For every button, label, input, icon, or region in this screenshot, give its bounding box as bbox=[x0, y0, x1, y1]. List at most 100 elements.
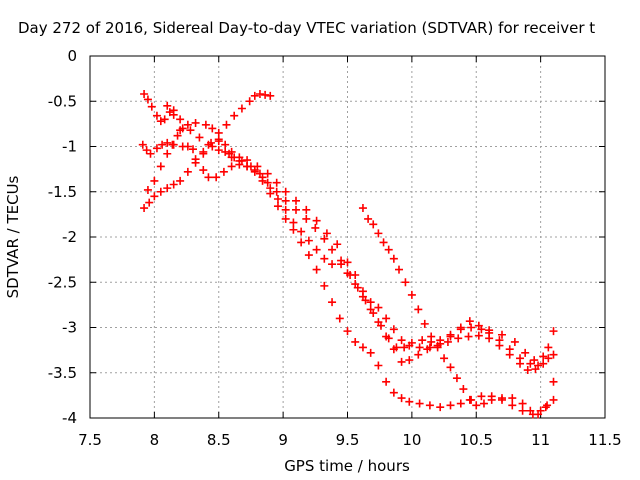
data-point-series-6 bbox=[427, 332, 436, 341]
data-point-series-4 bbox=[302, 205, 311, 214]
data-point-series-3 bbox=[255, 90, 264, 99]
data-point-series-6 bbox=[498, 394, 506, 403]
data-point-series-1 bbox=[320, 234, 329, 243]
data-point-series-4 bbox=[221, 147, 230, 156]
data-point-series-2 bbox=[289, 218, 298, 227]
data-point-series-3 bbox=[169, 180, 178, 189]
x-tick-label: 7.5 bbox=[78, 431, 102, 449]
data-point-series-4 bbox=[263, 169, 272, 178]
data-point-series-1 bbox=[539, 352, 548, 361]
data-point-series-5 bbox=[304, 251, 313, 260]
chart-title: Day 272 of 2016, Sidereal Day-to-day VTE… bbox=[18, 19, 595, 37]
data-point-series-5 bbox=[374, 361, 383, 370]
data-point-series-3 bbox=[266, 91, 275, 100]
data-point-series-5 bbox=[297, 238, 306, 247]
data-point-series-3 bbox=[261, 90, 270, 99]
data-point-series-5 bbox=[436, 403, 445, 412]
data-point-series-3 bbox=[245, 97, 254, 106]
data-point-series-3 bbox=[207, 138, 216, 147]
data-point-series-5 bbox=[227, 162, 236, 171]
data-point-series-5 bbox=[415, 399, 424, 408]
data-point-series-5 bbox=[250, 167, 259, 176]
data-point-series-4 bbox=[201, 120, 210, 129]
data-point-series-1 bbox=[418, 336, 427, 345]
data-point-series-6 bbox=[379, 238, 388, 247]
data-point-series-4 bbox=[534, 361, 543, 370]
data-point-series-6 bbox=[479, 399, 488, 408]
grid-lines bbox=[90, 56, 605, 418]
data-point-series-3 bbox=[230, 111, 239, 120]
data-point-series-5 bbox=[328, 298, 337, 307]
data-point-series-5 bbox=[273, 202, 282, 211]
data-point-series-2 bbox=[374, 318, 383, 327]
data-point-series-2 bbox=[273, 194, 282, 203]
data-point-series-2 bbox=[208, 142, 217, 151]
data-point-series-1 bbox=[263, 178, 272, 187]
data-point-series-1 bbox=[510, 337, 519, 346]
data-point-series-4 bbox=[446, 330, 455, 339]
data-point-series-5 bbox=[243, 162, 252, 171]
x-tick-labels: 7.5 8 8.5 9 9.5 10 10.5 11 11.5 bbox=[78, 431, 622, 449]
data-point-series-2 bbox=[158, 140, 167, 149]
data-point-series-4 bbox=[477, 325, 486, 334]
data-point-series-4 bbox=[397, 336, 406, 345]
data-point-series-4 bbox=[312, 216, 321, 225]
data-point-series-4 bbox=[143, 185, 152, 194]
x-tick-label: 9 bbox=[278, 431, 288, 449]
data-point-series-4 bbox=[425, 343, 434, 352]
data-point-series-6 bbox=[414, 305, 423, 314]
data-point-series-2 bbox=[138, 140, 147, 149]
data-point-series-1 bbox=[302, 214, 311, 223]
data-point-series-5 bbox=[289, 225, 298, 234]
data-point-series-2 bbox=[443, 337, 452, 346]
data-point-series-3 bbox=[183, 167, 192, 176]
y-tick-label: -1.5 bbox=[48, 183, 77, 201]
data-point-series-4 bbox=[272, 178, 281, 187]
data-point-series-3 bbox=[150, 192, 159, 201]
data-point-series-5 bbox=[258, 176, 267, 185]
data-point-series-1 bbox=[400, 343, 409, 352]
data-point-series-4 bbox=[191, 118, 200, 127]
data-point-series-5 bbox=[312, 265, 321, 274]
data-point-series-3 bbox=[163, 184, 172, 193]
data-point-series-5 bbox=[320, 281, 329, 290]
data-point-series-6 bbox=[508, 394, 517, 403]
data-point-series-4 bbox=[495, 336, 504, 345]
y-tick-label: -2.5 bbox=[48, 273, 77, 291]
data-point-series-4 bbox=[405, 341, 414, 350]
x-tick-label: 8 bbox=[150, 431, 160, 449]
data-point-series-1 bbox=[465, 317, 474, 326]
data-point-series-4 bbox=[227, 153, 236, 162]
data-point-series-5 bbox=[183, 142, 192, 151]
y-tick-label: -3.5 bbox=[48, 364, 77, 382]
data-point-series-6 bbox=[374, 229, 383, 238]
data-point-series-6 bbox=[358, 204, 367, 213]
data-point-series-2 bbox=[142, 146, 151, 155]
y-tick-label: 0 bbox=[67, 47, 77, 65]
data-point-series-5 bbox=[163, 101, 172, 110]
data-point-series-5 bbox=[235, 160, 244, 169]
data-point-series-6 bbox=[487, 395, 496, 404]
data-point-series-6 bbox=[459, 385, 468, 394]
y-tick-label: -0.5 bbox=[48, 92, 77, 110]
data-point-series-4 bbox=[389, 325, 398, 334]
x-tick-label: 11 bbox=[531, 431, 550, 449]
data-point-series-3 bbox=[199, 149, 208, 158]
data-point-series-2 bbox=[397, 357, 406, 366]
data-point-series-2 bbox=[297, 227, 306, 236]
data-point-series-5 bbox=[358, 343, 367, 352]
data-point-series-5 bbox=[397, 394, 406, 403]
data-point-series-4 bbox=[322, 229, 331, 238]
data-point-series-2 bbox=[281, 205, 290, 214]
data-point-series-2 bbox=[337, 260, 346, 269]
data-point-series-5 bbox=[191, 155, 200, 164]
data-point-series-5 bbox=[518, 406, 527, 415]
data-point-series-5 bbox=[405, 397, 414, 406]
data-point-series-4 bbox=[485, 328, 494, 337]
data-point-series-2 bbox=[146, 149, 155, 158]
data-point-series-5 bbox=[425, 401, 434, 410]
data-point-series-1 bbox=[214, 146, 223, 155]
data-point-series-6 bbox=[541, 403, 550, 412]
data-point-series-6 bbox=[440, 354, 449, 363]
data-point-series-5 bbox=[389, 388, 398, 397]
